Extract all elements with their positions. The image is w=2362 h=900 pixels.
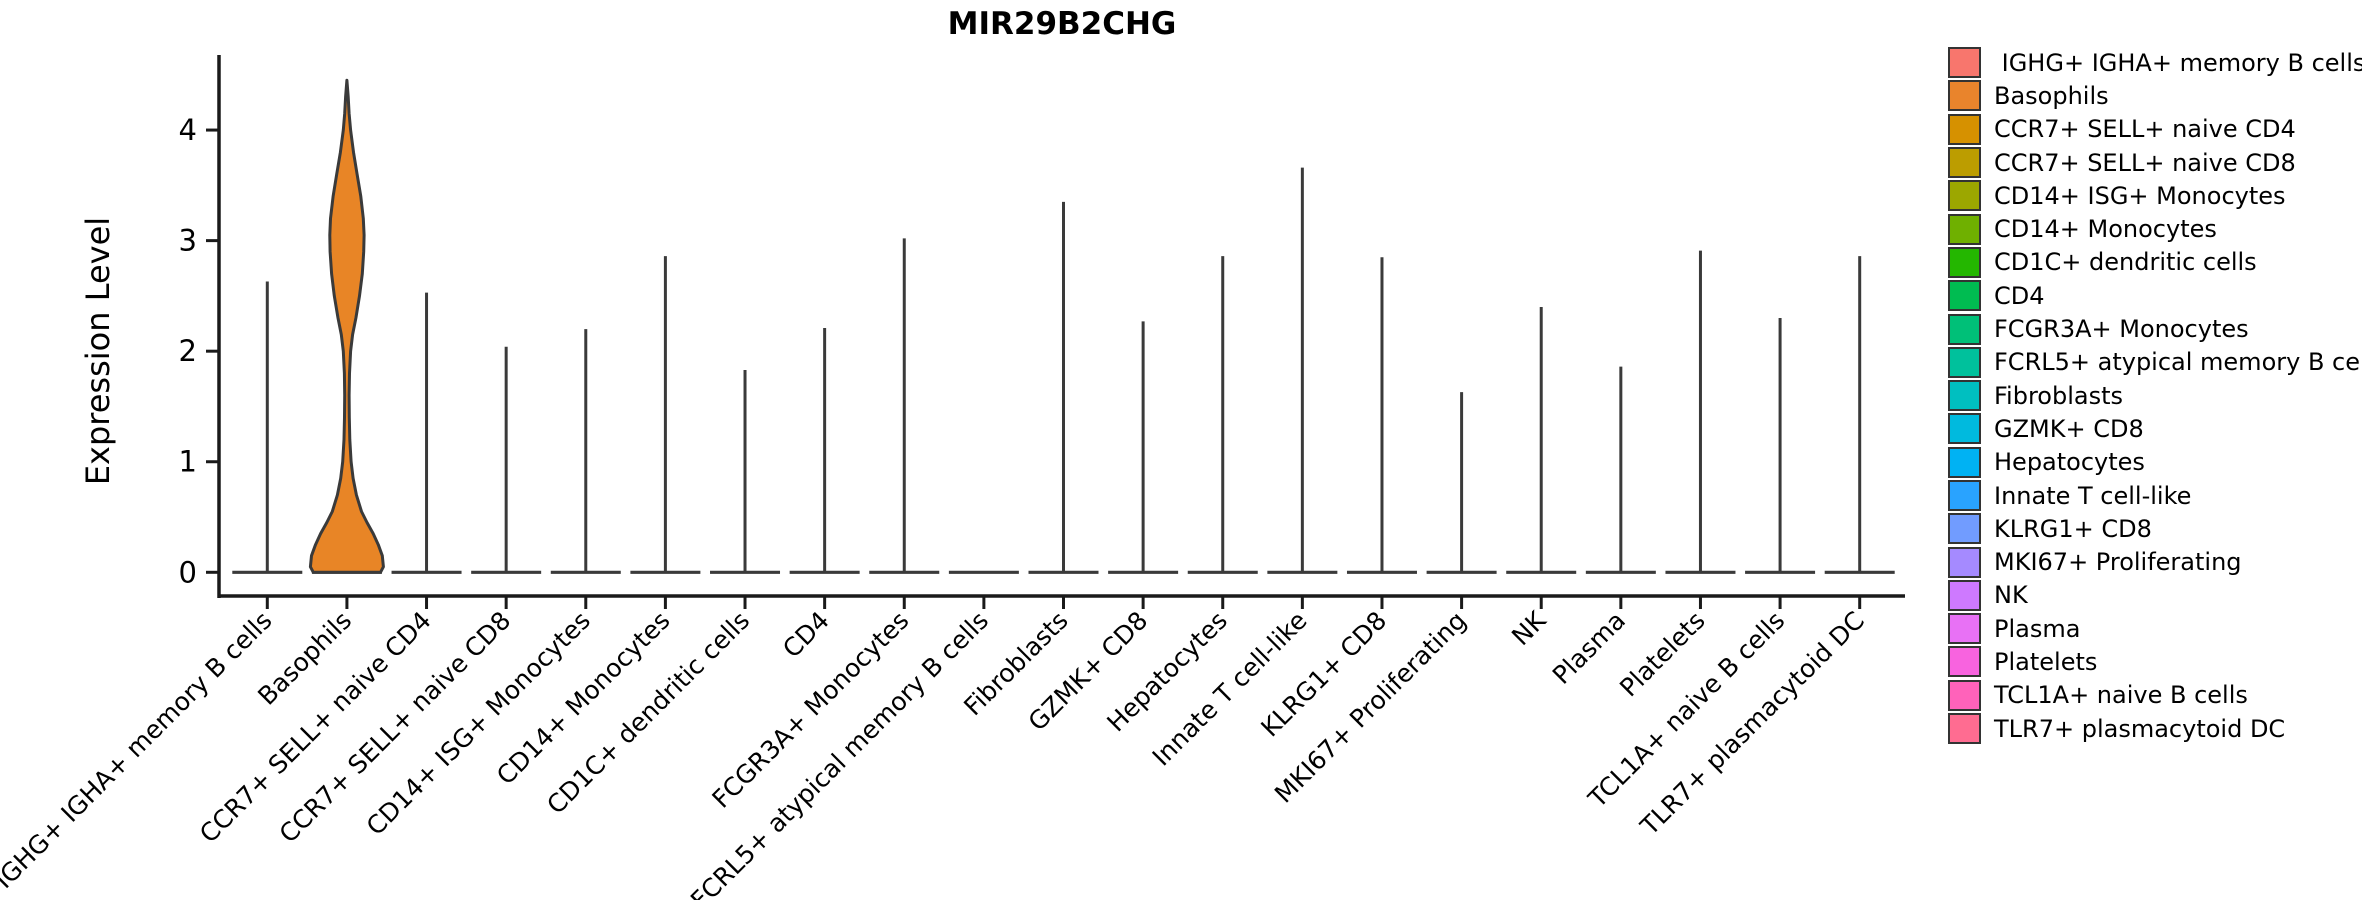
y-tick-label-2: 2 [179, 334, 197, 368]
legend-label-8: FCGR3A+ Monocytes [1994, 315, 2249, 344]
legend-swatch-15 [1948, 546, 1981, 578]
legend-label-1: Basophils [1994, 81, 2109, 110]
legend-label-6: CD1C+ dendritic cells [1994, 248, 2257, 277]
legend-swatch-0 [1948, 47, 1981, 79]
legend-swatch-4 [1948, 180, 1981, 212]
legend-swatch-5 [1948, 213, 1981, 245]
legend-label-9: FCRL5+ atypical memory B cells [1994, 348, 2362, 377]
legend-swatch-19 [1948, 679, 1981, 711]
chart-title: MIR29B2CHG [947, 6, 1177, 42]
legend-row-18: Platelets [1948, 645, 2362, 678]
legend-row-15: MKI67+ Proliferating [1948, 545, 2362, 578]
legend-label-0: IGHG+ IGHA+ memory B cells [1994, 48, 2362, 77]
y-tick-label-1: 1 [179, 445, 197, 479]
legend-label-12: Hepatocytes [1994, 448, 2145, 477]
legend-swatch-17 [1948, 613, 1981, 645]
legend-row-12: Hepatocytes [1948, 446, 2362, 479]
legend-label-3: CCR7+ SELL+ naive CD8 [1994, 148, 2296, 177]
legend-row-7: CD4 [1948, 279, 2362, 312]
y-tick-label-0: 0 [179, 555, 197, 589]
legend-swatch-1 [1948, 80, 1981, 112]
legend-swatch-18 [1948, 646, 1981, 678]
legend-swatch-14 [1948, 513, 1981, 545]
legend-label-17: Plasma [1994, 614, 2081, 643]
legend-row-1: Basophils [1948, 79, 2362, 112]
legend-label-2: CCR7+ SELL+ naive CD4 [1994, 115, 2296, 144]
legend-label-14: KLRG1+ CD8 [1994, 514, 2152, 543]
x-label-7: CD4 [777, 606, 835, 664]
legend-swatch-8 [1948, 313, 1981, 345]
legend-swatch-2 [1948, 113, 1981, 145]
x-label-16: NK [1506, 605, 1552, 651]
legend-row-4: CD14+ ISG+ Monocytes [1948, 179, 2362, 212]
legend-swatch-6 [1948, 246, 1981, 278]
violin-filled-basophils [308, 78, 385, 574]
legend-label-13: Innate T cell-like [1994, 481, 2192, 510]
legend-row-0: IGHG+ IGHA+ memory B cells [1948, 46, 2362, 79]
legend-label-19: TCL1A+ naive B cells [1994, 681, 2248, 710]
y-tick-label-4: 4 [179, 113, 197, 147]
legend-swatch-9 [1948, 346, 1981, 378]
legend-swatch-20 [1948, 713, 1981, 745]
legend-row-6: CD1C+ dendritic cells [1948, 246, 2362, 279]
legend-row-9: FCRL5+ atypical memory B cells [1948, 346, 2362, 379]
legend-label-20: TLR7+ plasmacytoid DC [1994, 714, 2286, 743]
legend-label-7: CD4 [1994, 281, 2045, 310]
legend-swatch-11 [1948, 413, 1981, 445]
legend-swatch-7 [1948, 280, 1981, 312]
legend-row-20: TLR7+ plasmacytoid DC [1948, 712, 2362, 745]
legend-label-5: CD14+ Monocytes [1994, 215, 2217, 244]
legend-row-14: KLRG1+ CD8 [1948, 512, 2362, 545]
legend: IGHG+ IGHA+ memory B cells Basophils CCR7+… [1948, 46, 2362, 745]
legend-row-13: Innate T cell-like [1948, 479, 2362, 512]
legend-label-16: NK [1994, 581, 2028, 610]
legend-swatch-10 [1948, 380, 1981, 412]
legend-label-4: CD14+ ISG+ Monocytes [1994, 181, 2286, 210]
legend-row-8: FCGR3A+ Monocytes [1948, 312, 2362, 345]
legend-row-5: CD14+ Monocytes [1948, 212, 2362, 245]
x-label-0: IGHG+ IGHA+ memory B cells [0, 606, 278, 894]
legend-label-10: Fibroblasts [1994, 381, 2124, 410]
legend-swatch-13 [1948, 480, 1981, 511]
legend-swatch-16 [1948, 579, 1981, 611]
legend-swatch-12 [1948, 446, 1981, 478]
legend-swatch-3 [1948, 147, 1981, 179]
legend-row-10: Fibroblasts [1948, 379, 2362, 412]
legend-row-16: NK [1948, 579, 2362, 612]
legend-row-19: TCL1A+ naive B cells [1948, 679, 2362, 712]
y-tick-label-3: 3 [179, 224, 197, 258]
legend-label-11: GZMK+ CD8 [1994, 414, 2144, 443]
legend-label-15: MKI67+ Proliferating [1994, 548, 2242, 577]
legend-row-3: CCR7+ SELL+ naive CD8 [1948, 146, 2362, 179]
legend-row-11: GZMK+ CD8 [1948, 412, 2362, 445]
legend-label-18: Platelets [1994, 647, 2098, 676]
legend-row-17: Plasma [1948, 612, 2362, 645]
legend-row-2: CCR7+ SELL+ naive CD4 [1948, 113, 2362, 146]
